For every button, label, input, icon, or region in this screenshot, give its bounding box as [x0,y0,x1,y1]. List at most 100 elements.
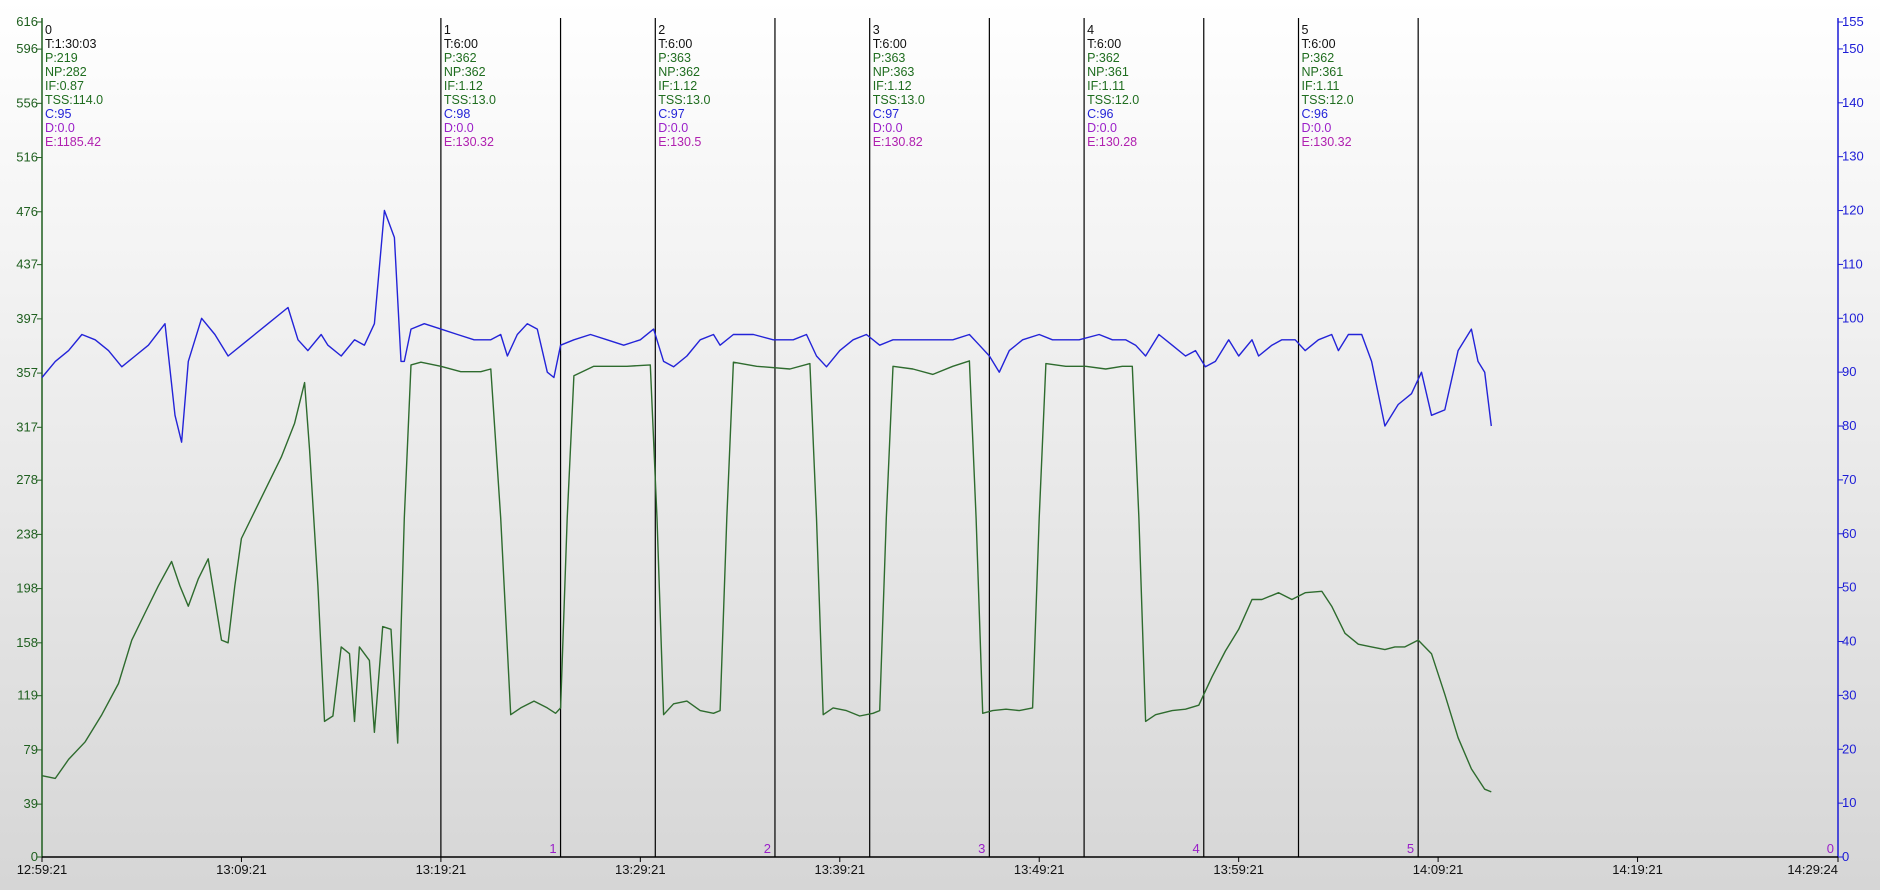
lap-time-stat: T:6:00 [444,37,478,51]
lap-tss-stat: TSS:12.0 [1087,93,1139,107]
left-tick-label: 357 [16,365,38,380]
lap-power-stat: P:219 [45,51,78,65]
right-tick-label: 50 [1842,580,1856,595]
right-tick-label: 150 [1842,41,1864,56]
lap-id-label: 2 [658,23,665,37]
right-tick-label: 20 [1842,741,1856,756]
x-tick-label: 14:19:21 [1612,862,1663,877]
left-tick-label: 238 [16,526,38,541]
lap-end-labels: 1 2 3 4 5 0 [549,841,1834,856]
lap-cadence-stat: C:96 [1087,107,1113,121]
lap-end-label: 4 [1193,841,1200,856]
lap-np-stat: NP:361 [1087,65,1129,79]
lap-np-stat: NP:282 [45,65,87,79]
lap-end-label: 0 [1827,841,1834,856]
series-power [41,360,1492,793]
lap-cadence-stat: C:95 [45,107,71,121]
x-tick-label: 13:29:21 [615,862,666,877]
left-tick-label: 516 [16,150,38,165]
lap-distance-stat: D:0.0 [444,121,474,135]
lap-time-stat: T:1:30:03 [45,37,96,51]
lap-tss-stat: TSS:114.0 [45,93,103,107]
lap-energy-stat: E:130.32 [1302,135,1352,149]
right-tick-label: 100 [1842,310,1864,325]
lap-tss-stat: TSS:13.0 [658,93,710,107]
x-tick-label: 13:49:21 [1014,862,1065,877]
x-tick-label: 13:59:21 [1213,862,1264,877]
lap-energy-stat: E:130.82 [873,135,923,149]
lap-energy-stat: E:130.32 [444,135,494,149]
lap-if-stat: IF:1.11 [1302,79,1340,93]
x-tick-label: 13:39:21 [814,862,865,877]
right-tick-label: 110 [1842,256,1863,271]
right-tick-label: 140 [1842,95,1864,110]
right-tick-label: 80 [1842,418,1856,433]
lap-end-label: 3 [978,841,985,856]
lap-tss-stat: TSS:13.0 [873,93,925,107]
lap-if-stat: IF:1.12 [444,79,483,93]
lap-markers [440,18,1419,857]
lap-distance-stat: D:0.0 [45,121,75,135]
lap-power-stat: P:362 [1302,51,1335,65]
left-tick-label: 198 [16,581,38,596]
lap-energy-stat: E:130.28 [1087,135,1137,149]
left-tick-label: 119 [17,688,38,703]
lap-cadence-stat: C:98 [444,107,470,121]
right-tick-label: 40 [1842,634,1856,649]
x-tick-label: 14:09:21 [1413,862,1464,877]
lap-tss-stat: TSS:13.0 [444,93,496,107]
right-tick-label: 30 [1842,687,1856,702]
series-lines [41,209,1492,793]
lap-distance-stat: D:0.0 [1087,121,1117,135]
lap-power-stat: P:362 [444,51,477,65]
left-tick-label: 158 [16,635,38,650]
right-tick-label: 0 [1842,849,1849,864]
x-tick-label: 12:59:21 [17,862,68,877]
tick-labels: 0 39 79 119 158 198 238 278 317 357 397 437 476 516 5 5… [16,14,1863,877]
lap-id-label: 0 [45,23,52,37]
left-tick-label: 278 [16,472,38,487]
lap-end-label: 5 [1407,841,1414,856]
right-tick-label: 90 [1842,364,1856,379]
lap-distance-stat: D:0.0 [873,121,903,135]
right-tick-label: 60 [1842,526,1856,541]
lap-distance-stat: D:0.0 [658,121,688,135]
lap-stats: 0T:1:30:03P:219NP:282IF:0.87TSS:114.0C:9… [45,23,1354,149]
lap-time-stat: T:6:00 [1087,37,1121,51]
lap-np-stat: NP:363 [873,65,915,79]
left-tick-label: 317 [16,419,38,434]
right-tick-label: 10 [1842,795,1856,810]
lap-time-stat: T:6:00 [658,37,692,51]
lap-tss-stat: TSS:12.0 [1302,93,1354,107]
series-cadence [41,209,1492,443]
lap-np-stat: NP:362 [444,65,486,79]
lap-cadence-stat: C:97 [658,107,684,121]
lap-energy-stat: E:130.5 [658,135,701,149]
left-tick-label: 79 [24,742,38,757]
x-tick-label: 13:09:21 [216,862,267,877]
left-tick-label: 39 [24,796,38,811]
lap-if-stat: IF:1.12 [658,79,697,93]
right-tick-label: 130 [1842,149,1864,164]
lap-power-stat: P:363 [873,51,906,65]
left-tick-label: 616 [16,14,38,29]
x-tick-label: 13:19:21 [416,862,467,877]
lap-id-label: 4 [1087,23,1094,37]
lap-np-stat: NP:362 [658,65,700,79]
lap-distance-stat: D:0.0 [1302,121,1332,135]
lap-time-stat: T:6:00 [1302,37,1336,51]
lap-if-stat: IF:1.12 [873,79,912,93]
lap-end-label: 2 [764,841,771,856]
lap-cadence-stat: C:96 [1302,107,1328,121]
left-tick-label: 0 [31,849,38,864]
lap-power-stat: P:363 [658,51,691,65]
x-tick-label: 14:29:24 [1787,862,1838,877]
lap-power-stat: P:362 [1087,51,1120,65]
left-tick-label: 476 [16,204,38,219]
lap-np-stat: NP:361 [1302,65,1344,79]
left-tick-label: 397 [16,311,38,326]
left-tick-label: 437 [16,257,38,272]
lap-if-stat: IF:0.87 [45,79,84,93]
